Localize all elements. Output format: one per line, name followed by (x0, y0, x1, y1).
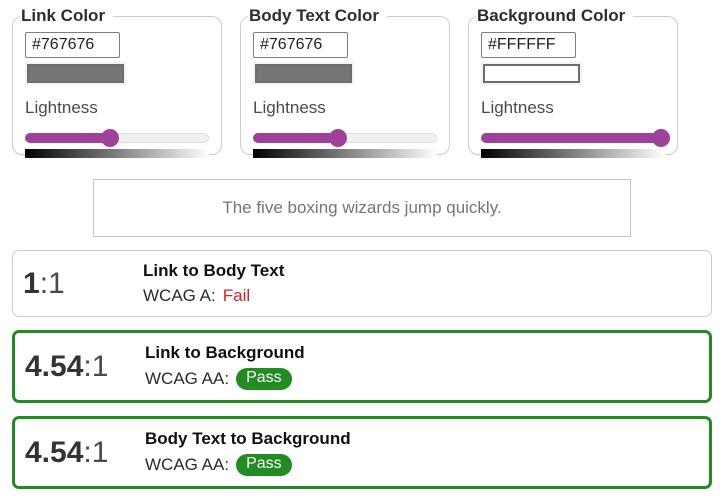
wcag-level-label: WCAG AA: (145, 455, 230, 474)
contrast-ratio: 4.54:1 (15, 349, 145, 383)
panel-title: Body Text Color (249, 6, 380, 25)
result-body-text-to-background: 4.54:1 Body Text to Background WCAG AA: … (12, 416, 712, 489)
result-title: Link to Body Text (143, 261, 285, 280)
slider-thumb[interactable] (328, 128, 347, 147)
color-swatch-fill (483, 63, 580, 83)
background-color-panel: Background Color Lightness (468, 6, 678, 158)
background-color-swatch (481, 61, 582, 85)
panel-title: Link Color (21, 6, 106, 25)
body-text-color-swatch (253, 61, 354, 85)
background-lightness-slider[interactable] (481, 128, 671, 147)
lightness-label: Lightness (253, 97, 326, 117)
ratio-suffix: :1 (83, 349, 109, 383)
body-text-color-hex-input[interactable] (253, 31, 348, 58)
panel-title: Background Color (477, 6, 626, 25)
slider-thumb[interactable] (100, 128, 119, 147)
ratio-value: 4.54 (25, 435, 84, 469)
status-fail: Fail (222, 286, 251, 305)
contrast-ratio: 4.54:1 (15, 435, 145, 469)
link-color-panel: Link Color Lightness (12, 6, 222, 158)
link-lightness-slider[interactable] (25, 128, 209, 147)
result-title: Body Text to Background (145, 429, 351, 448)
color-swatch-fill (255, 63, 352, 83)
result-title: Link to Background (145, 343, 305, 362)
contrast-ratio: 1:1 (13, 266, 143, 300)
wcag-level-label: WCAG AA: (145, 369, 230, 388)
result-link-to-background: 4.54:1 Link to Background WCAG AA: Pass (12, 330, 712, 403)
wcag-level-label: WCAG A: (143, 286, 216, 305)
body-text-lightness-slider[interactable] (253, 128, 437, 147)
ratio-value: 4.54 (25, 349, 84, 383)
slider-fill (25, 132, 110, 143)
status-pass-badge: Pass (236, 368, 292, 390)
slider-fill (253, 132, 338, 143)
ratio-value: 1 (23, 266, 40, 300)
ratio-suffix: :1 (39, 266, 65, 300)
slider-thumb[interactable] (652, 128, 671, 147)
lightness-gradient (253, 148, 437, 158)
result-link-to-body-text: 1:1 Link to Body Text WCAG A: Fail (12, 250, 712, 317)
lightness-label: Lightness (481, 97, 554, 117)
lightness-gradient (481, 148, 665, 158)
slider-fill (481, 132, 662, 143)
lightness-label: Lightness (25, 97, 98, 117)
status-pass-badge: Pass (236, 454, 292, 476)
link-color-swatch (25, 61, 126, 85)
color-swatch-fill (27, 63, 124, 83)
link-color-hex-input[interactable] (25, 31, 120, 58)
sample-text-preview: The five boxing wizards jump quickly. (93, 179, 631, 237)
color-panels: Link Color Lightness Body Text Color Lig… (0, 0, 724, 158)
body-text-color-panel: Body Text Color Lightness (240, 6, 450, 158)
contrast-results: 1:1 Link to Body Text WCAG A: Fail 4.54:… (0, 237, 724, 489)
lightness-gradient (25, 148, 209, 158)
ratio-suffix: :1 (83, 435, 109, 469)
background-color-hex-input[interactable] (481, 31, 576, 58)
